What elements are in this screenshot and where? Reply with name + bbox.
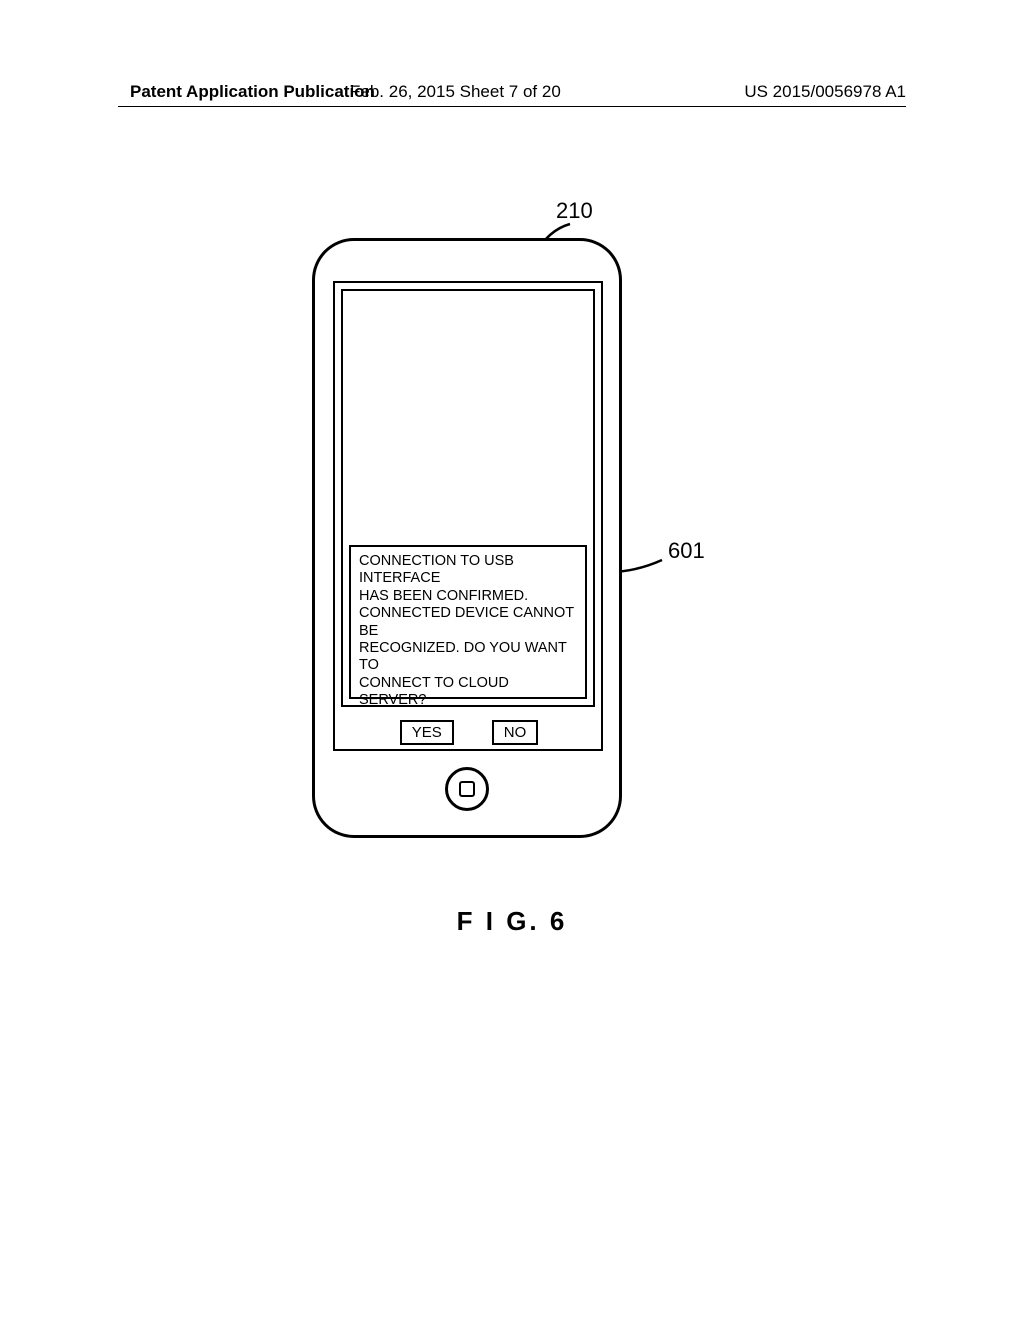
header-date-sheet: Feb. 26, 2015 Sheet 7 of 20 [350, 82, 561, 102]
dialog-line: RECOGNIZED. DO YOU WANT TO [359, 640, 579, 675]
figure-caption: F I G. 6 [0, 906, 1024, 937]
header-rule [118, 106, 906, 107]
header-pub-number: US 2015/0056978 A1 [744, 82, 906, 102]
home-button[interactable] [445, 767, 489, 811]
dialog-line: CONNECTION TO USB INTERFACE [359, 553, 579, 588]
yes-button[interactable]: YES [400, 720, 454, 745]
dialog-line: CONNECT TO CLOUD SERVER? [359, 675, 579, 710]
page-header: Patent Application Publication Feb. 26, … [0, 82, 1024, 102]
dialog-line: CONNECTED DEVICE CANNOT BE [359, 605, 579, 640]
dialog-box: CONNECTION TO USB INTERFACE HAS BEEN CON… [349, 545, 587, 699]
header-publication: Patent Application Publication [130, 82, 375, 102]
home-button-icon [459, 781, 475, 797]
screen-inner-frame: CONNECTION TO USB INTERFACE HAS BEEN CON… [341, 289, 595, 707]
no-button[interactable]: NO [492, 720, 539, 745]
dialog-message: CONNECTION TO USB INTERFACE HAS BEEN CON… [359, 553, 579, 710]
dialog-line: HAS BEEN CONFIRMED. [359, 588, 579, 605]
mobile-device: CONNECTION TO USB INTERFACE HAS BEEN CON… [312, 238, 622, 838]
dialog-button-row: YES NO [359, 720, 579, 745]
reference-numeral-601: 601 [668, 538, 705, 564]
screen-outer-frame: CONNECTION TO USB INTERFACE HAS BEEN CON… [333, 281, 603, 751]
